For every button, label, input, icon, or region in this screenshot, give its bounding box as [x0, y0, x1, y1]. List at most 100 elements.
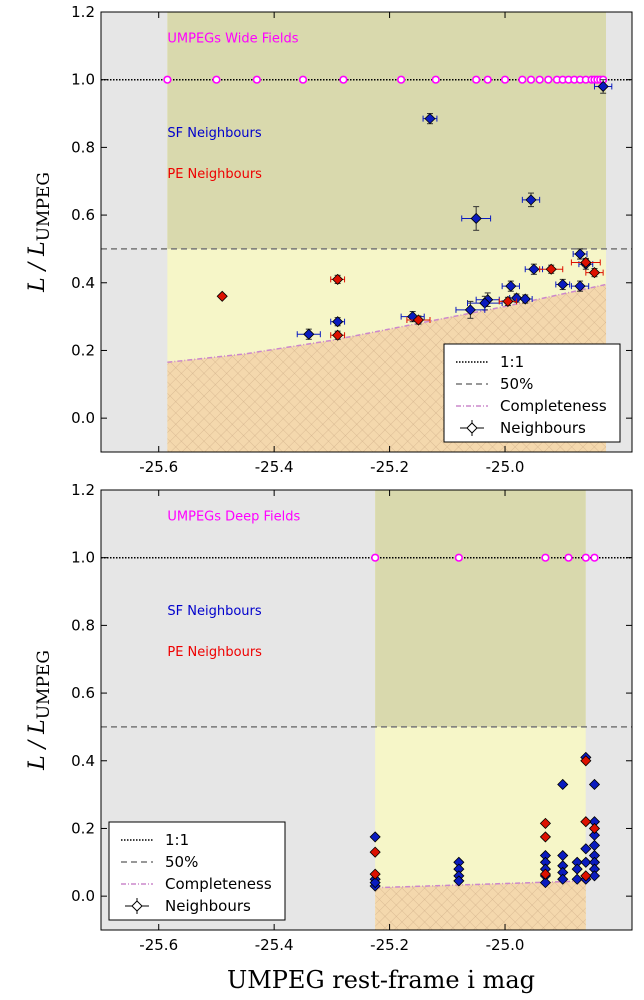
- umpeg-point: [483, 75, 492, 84]
- y-tick-label: 0.8: [71, 616, 95, 634]
- umpeg-point: [564, 553, 573, 562]
- sf-neighbour-point: [580, 856, 592, 868]
- sf-neighbour-point: [580, 843, 592, 855]
- umpeg-point: [252, 75, 261, 84]
- pe-neighbour-point: [588, 822, 601, 835]
- legend-neighbours-marker: [466, 422, 478, 434]
- sf-neighbour-point: [525, 194, 537, 206]
- pe-neighbour-point: [369, 846, 381, 858]
- sf-neighbour-point: [571, 873, 583, 885]
- sf-neighbour-point: [519, 293, 531, 305]
- x-axis-label: UMPEG rest-frame i mag: [227, 966, 535, 994]
- umpeg-point: [590, 553, 599, 562]
- sf-neighbour-point: [464, 304, 476, 316]
- umpeg-point: [581, 553, 590, 562]
- y-tick-label: 0.2: [71, 819, 95, 837]
- x-tick-label: -25.6: [139, 458, 178, 476]
- sf-neighbour-point: [588, 778, 601, 791]
- y-tick-label: 1.0: [71, 71, 95, 89]
- pe-neighbour-point: [588, 267, 601, 279]
- axes-frame: [100, 11, 633, 453]
- y-axis-label: L / LUMPEG: [25, 172, 54, 293]
- legend-fifty-percent-label: 50%: [165, 853, 198, 871]
- umpeg-point: [298, 75, 308, 84]
- legend: 1:1 50% Completeness Neighbours: [443, 343, 621, 443]
- sf-neighbour-point: [453, 875, 465, 887]
- pe-neighbour-point: [539, 817, 551, 829]
- pe-neighbour-point: [539, 831, 551, 843]
- sf-neighbour-point: [597, 80, 609, 93]
- completeness-hatch-cross: [375, 880, 586, 930]
- bottom-panel: UMPEGs Deep Fields SF Neighbours PE Neighb…: [25, 481, 633, 954]
- umpeg-point: [544, 75, 553, 84]
- sf-neighbour-point: [505, 280, 517, 292]
- x-tick-label: -25.6: [139, 936, 178, 954]
- pe-neighbour-point: [502, 295, 514, 307]
- pe-neighbour-point: [580, 755, 592, 767]
- sf-neighbour-point: [539, 877, 551, 889]
- y-tick-label: 0.4: [71, 274, 95, 292]
- y-axis-label-subscript: UMPEG: [34, 172, 54, 241]
- y-tick-label: 1.0: [71, 549, 95, 567]
- sf-neighbour-point: [369, 831, 381, 843]
- top-panel: UMPEGs Wide Fields SF Neighbours PE Neighb…: [25, 3, 633, 476]
- pe-neighbour-point: [580, 870, 592, 882]
- annotation-1: SF Neighbours: [167, 126, 261, 141]
- annotation-2: PE Neighbours: [167, 645, 262, 660]
- y-tick-label: 0.4: [71, 752, 95, 770]
- legend-one-to-one-label: 1:1: [500, 353, 524, 371]
- pe-neighbour-point: [545, 263, 557, 275]
- x-tick-label: -25.4: [255, 458, 294, 476]
- pe-neighbour-point: [580, 256, 592, 269]
- umpeg-point: [518, 75, 527, 84]
- sf-neighbour-point: [528, 263, 540, 275]
- umpeg-point: [163, 75, 172, 84]
- umpeg-point: [472, 75, 481, 84]
- legend-one-to-one-label: 1:1: [165, 831, 189, 849]
- sf-neighbour-point: [574, 248, 586, 260]
- umpeg-point: [535, 75, 544, 84]
- upper-band: [375, 490, 586, 727]
- completeness-line: [167, 283, 607, 364]
- sf-neighbour-point: [470, 212, 482, 225]
- pe-neighbour-point: [332, 273, 344, 285]
- sf-neighbour-point: [424, 113, 436, 125]
- sf-neighbour-point: [588, 870, 601, 882]
- y-tick-label: 0.6: [71, 684, 95, 702]
- umpeg-point: [500, 75, 510, 84]
- x-tick-label: -25.2: [370, 458, 409, 476]
- y-axis-label-subscript: UMPEG: [34, 650, 54, 719]
- y-tick-label: 1.2: [71, 3, 95, 21]
- y-tick-label: 0.2: [71, 341, 95, 359]
- umpeg-point: [212, 75, 221, 84]
- annotation-2: PE Neighbours: [167, 167, 262, 182]
- sf-neighbour-point: [369, 877, 381, 889]
- pe-neighbour-point: [580, 816, 592, 828]
- sf-neighbour-point: [332, 316, 344, 328]
- legend-neighbours-label: Neighbours: [165, 897, 251, 915]
- pe-neighbour-point: [369, 868, 381, 880]
- umpeg-point: [454, 553, 463, 562]
- legend-completeness-label: Completeness: [500, 397, 607, 415]
- x-tick-label: -25.0: [486, 936, 525, 954]
- pe-neighbour-point: [539, 868, 551, 880]
- pe-neighbour-point: [216, 290, 228, 302]
- y-axis-label: L / LUMPEG: [25, 650, 54, 771]
- y-tick-label: 0.0: [71, 409, 95, 427]
- sf-neighbour-point: [557, 278, 569, 291]
- x-tick-label: -25.2: [370, 936, 409, 954]
- sf-neighbour-point: [303, 328, 315, 340]
- y-tick-label: 0.0: [71, 887, 95, 905]
- sf-neighbour-point: [557, 873, 569, 885]
- x-tick-label: -25.0: [486, 458, 525, 476]
- sf-neighbour-point: [574, 280, 586, 292]
- legend-completeness-label: Completeness: [165, 875, 272, 893]
- umpeg-point: [339, 75, 348, 84]
- y-tick-label: 0.8: [71, 138, 95, 156]
- pe-neighbour-point: [412, 314, 425, 326]
- legend-neighbours-marker: [131, 900, 143, 912]
- annotation-0: UMPEGs Deep Fields: [167, 509, 300, 524]
- pe-neighbour-point: [332, 329, 344, 341]
- umpeg-point: [397, 75, 406, 84]
